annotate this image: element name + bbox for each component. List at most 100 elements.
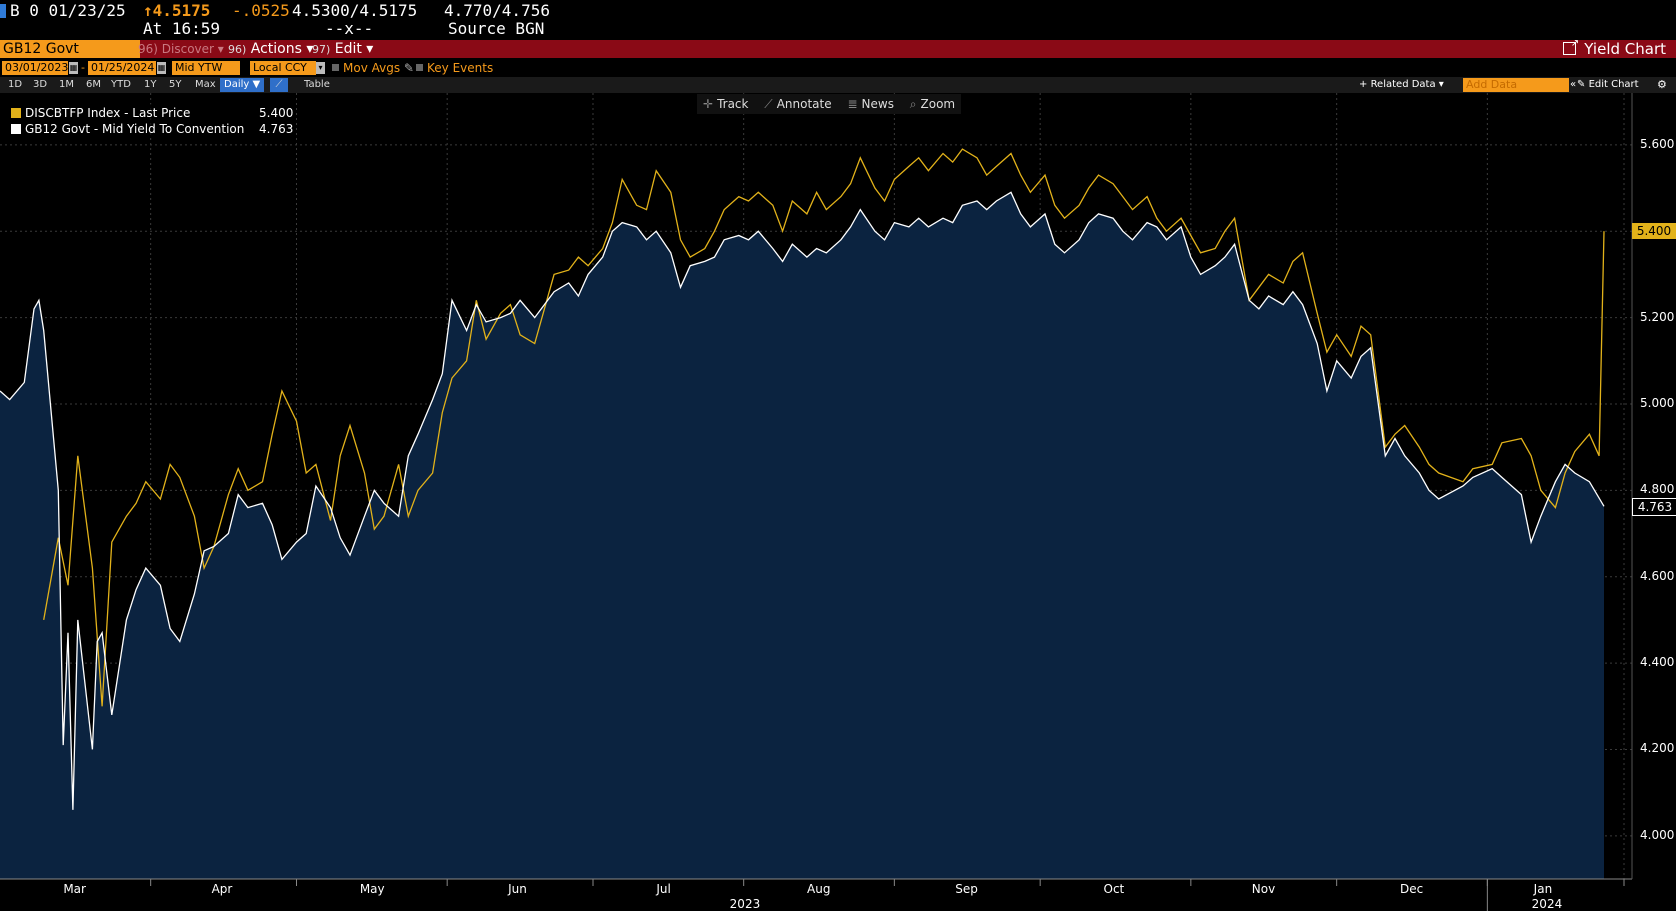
actions-button[interactable]: 96) Actions ▾ — [228, 40, 313, 58]
y-tick-label: 4.200 — [1640, 741, 1675, 756]
chart-type-icon[interactable]: ⟋ — [270, 78, 288, 92]
y-tick-label: 5.600 — [1640, 136, 1675, 151]
range-6m[interactable]: 6M — [86, 79, 101, 90]
end-date-input[interactable]: 01/25/2024 — [88, 61, 156, 75]
annotate-icon: ⟋ — [764, 97, 773, 111]
yield-chart-function[interactable]: ↗ Yield Chart — [1563, 39, 1666, 58]
edit-button[interactable]: 97) Edit ▾ — [312, 40, 373, 58]
frequency-select[interactable]: Daily ▼ — [220, 78, 265, 92]
zoom-label: Zoom — [920, 97, 956, 111]
x-month-label: Oct — [1103, 882, 1125, 896]
legend-series-name: GB12 Govt - Mid Yield To Convention — [25, 122, 245, 136]
chart-legend: DISCBTFP Index - Last Price 5.400 GB12 G… — [8, 104, 293, 138]
chart-toolbar: ✛ Track ⟋ Annotate ≣ News ⌕ Zoom — [697, 94, 962, 114]
annotate-button[interactable]: ⟋ Annotate — [758, 94, 837, 114]
x-month-label: Dec — [1400, 882, 1424, 896]
start-date-input[interactable]: 03/01/2023 — [2, 61, 68, 75]
last-value-tag: 5.400 — [1632, 223, 1676, 240]
zoom-button[interactable]: ⌕ Zoom — [904, 94, 961, 114]
date-separator: - — [81, 61, 85, 74]
legend-swatch — [11, 108, 21, 118]
x-month-label: Aug — [807, 882, 831, 896]
legend-series-name: DISCBTFP Index - Last Price — [25, 106, 191, 120]
chart-controls-row: 03/01/2023 ▦ - 01/25/2024 ▦ Mid YTW Loca… — [0, 60, 1676, 76]
x-month-label: Nov — [1251, 882, 1276, 896]
field-select[interactable]: Mid YTW — [172, 61, 240, 75]
checkbox-icon — [416, 64, 423, 71]
annotate-label: Annotate — [776, 97, 832, 111]
y-tick-label: 4.400 — [1640, 655, 1675, 670]
legend-row-discbtfp[interactable]: DISCBTFP Index - Last Price 5.400 — [11, 105, 293, 121]
legend-swatch — [11, 124, 21, 134]
news-icon: ≣ — [847, 97, 858, 111]
x-month-label: Jun — [508, 882, 527, 896]
actions-number: 96) — [228, 43, 247, 56]
y-tick-label: 4.800 — [1640, 482, 1675, 497]
y-tick-label: 5.000 — [1640, 395, 1675, 410]
y-tick-label: 4.600 — [1640, 568, 1675, 583]
range-1y[interactable]: 1Y — [144, 79, 157, 90]
actions-label: Actions ▾ — [250, 41, 314, 57]
quote-header: B 0 01/23/25 ↑4.5175 -.0525 4.5300/4.517… — [0, 0, 1676, 40]
high-low: 4.770/4.756 — [444, 1, 550, 20]
discover-button[interactable]: 96) Discover ▾ — [138, 42, 224, 56]
news-label: News — [861, 97, 894, 111]
discbtfp-line — [43, 148, 1605, 707]
track-button[interactable]: ✛ Track — [697, 94, 754, 114]
range-max[interactable]: Max — [195, 79, 216, 90]
range-3d[interactable]: 3D — [33, 79, 48, 90]
pencil-icon: ✎ — [403, 61, 414, 75]
edit-chart-button[interactable]: ✎ Edit Chart — [1577, 79, 1639, 90]
calendar-icon[interactable]: ▦ — [157, 62, 166, 74]
security-marker — [0, 4, 6, 18]
crosshair-icon: ✛ — [703, 97, 714, 111]
action-bar: GB12 Govt 96) Discover ▾ 96) Actions ▾ 9… — [0, 39, 1676, 58]
range-5y[interactable]: 5Y — [169, 79, 182, 90]
chevron-down-icon[interactable]: ▾ — [316, 62, 325, 74]
gear-icon[interactable]: ⚙ — [1657, 78, 1667, 91]
currency-select[interactable]: Local CCY — [250, 61, 316, 75]
search-icon: ⌕ — [909, 97, 917, 111]
x-month-label: Apr — [211, 882, 233, 896]
track-label: Track — [717, 97, 749, 111]
related-data-button[interactable]: + Related Data ▾ — [1359, 79, 1444, 90]
x-year-label: 2023 — [729, 897, 761, 911]
range-1m[interactable]: 1M — [59, 79, 74, 90]
mov-avgs-toggle[interactable]: Mov Avgs ✎ — [332, 61, 414, 75]
table-button[interactable]: Table — [304, 79, 330, 90]
edit-chart-label: Edit Chart — [1588, 79, 1639, 90]
quote-time: At 16:59 — [143, 19, 221, 38]
y-tick-label: 4.000 — [1640, 827, 1675, 842]
function-title: Yield Chart — [1584, 40, 1666, 58]
calendar-icon[interactable]: ▦ — [69, 62, 78, 74]
x-month-label: Jul — [656, 882, 671, 896]
x-month-label: May — [359, 882, 385, 896]
double-chevron-left-icon[interactable]: « — [1570, 79, 1577, 90]
y-tick-label: 5.200 — [1640, 309, 1675, 324]
x-month-label: Sep — [955, 882, 978, 896]
legend-series-value: 4.763 — [259, 122, 294, 136]
mid-yield-line — [0, 191, 1605, 810]
mov-avgs-label: Mov Avgs — [343, 61, 401, 75]
popout-icon: ↗ — [1563, 39, 1579, 55]
x-month-label: Mar — [63, 882, 86, 896]
range-ytd[interactable]: YTD — [111, 79, 131, 90]
key-events-toggle[interactable]: Key Events — [416, 61, 493, 75]
range-row: 1D 3D 1M 6M YTD 1Y 5Y Max Daily ▼ ⟋ Tabl… — [0, 77, 1676, 93]
mid-yield-area — [0, 192, 1604, 880]
range-1d[interactable]: 1D — [8, 79, 23, 90]
edit-number: 97) — [312, 43, 331, 56]
related-data-label: Related Data ▾ — [1370, 79, 1444, 90]
last-value-tag: 4.763 — [1632, 498, 1676, 517]
key-events-label: Key Events — [427, 61, 494, 75]
add-data-input[interactable]: Add Data — [1463, 78, 1569, 92]
legend-series-value: 5.400 — [259, 106, 294, 120]
legend-row-gb12[interactable]: GB12 Govt - Mid Yield To Convention 4.76… — [11, 121, 293, 137]
news-button[interactable]: ≣ News — [841, 94, 900, 114]
x-month-label: Jan — [1533, 882, 1553, 896]
net-change: -.0525 — [232, 1, 290, 20]
chart-plot[interactable] — [0, 93, 1676, 911]
checkbox-icon — [332, 64, 339, 71]
edit-label: Edit ▾ — [334, 41, 374, 57]
ticker-input[interactable]: GB12 Govt — [0, 40, 140, 58]
